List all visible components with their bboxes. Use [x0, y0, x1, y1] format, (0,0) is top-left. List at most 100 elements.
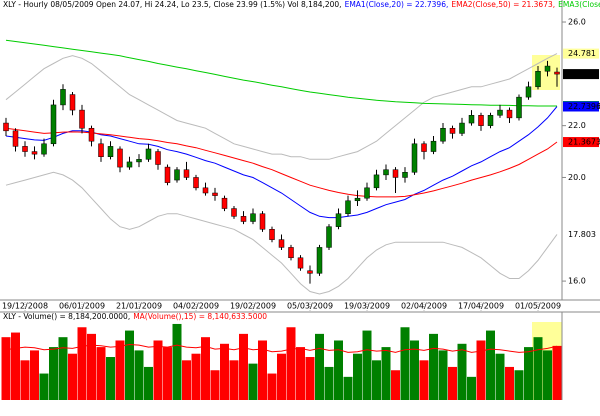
- candle-body: [373, 174, 380, 189]
- candle-body: [31, 151, 38, 155]
- candle-body: [221, 197, 228, 209]
- y-tick-label: 22.0: [568, 121, 586, 130]
- candle-body: [468, 115, 475, 124]
- volume-bar: [163, 347, 172, 400]
- x-tick-label: 01/05/2009: [515, 302, 561, 311]
- volume-bar: [334, 340, 343, 400]
- volume-bar: [343, 376, 353, 400]
- volume-bar: [362, 330, 372, 400]
- candle-body: [392, 169, 399, 178]
- x-tick-label: 05/03/2009: [287, 302, 333, 311]
- volume-bar: [182, 360, 191, 400]
- volume-bar: [191, 353, 201, 400]
- legend-entry: EMA3(Close,200) = 22.7579: [558, 0, 600, 9]
- volume-ma-line: [5, 343, 558, 353]
- ema-line: [5, 127, 558, 198]
- price-label: 21.3673: [568, 138, 600, 147]
- price-label: 24.781: [568, 49, 596, 58]
- price-panel: XLY - Hourly 08/05/2009 Open 24.07, Hi 2…: [2, 0, 600, 312]
- x-tick-label: 17/04/2009: [458, 302, 504, 311]
- price-label: 22.7396: [568, 102, 600, 111]
- volume-bar: [533, 337, 543, 400]
- volume-bar: [134, 350, 144, 400]
- candle-body: [335, 213, 342, 227]
- candle-body: [79, 109, 85, 129]
- candle-body: [288, 247, 294, 259]
- candle-body: [3, 122, 9, 132]
- volume-bar: [106, 357, 115, 400]
- bollinger-band: [5, 171, 558, 295]
- candle-body: [202, 187, 209, 194]
- candle-body: [174, 169, 180, 181]
- volume-bar: [457, 343, 467, 400]
- volume-bar: [96, 347, 106, 400]
- candle-body: [354, 197, 361, 202]
- volume-bar: [543, 350, 552, 400]
- volume-bar: [172, 323, 182, 400]
- volume-bar: [486, 330, 495, 400]
- volume-bar: [296, 347, 305, 400]
- candle-body: [269, 229, 275, 240]
- volume-bar: [353, 353, 362, 400]
- price-label: 23.99: [568, 70, 591, 79]
- volume-bar: [381, 347, 391, 400]
- candle-body: [421, 143, 427, 152]
- legend-entry: EMA1(Close,20) = 22.7396,: [345, 0, 449, 9]
- candle-body: [117, 148, 123, 168]
- header: XLY - Volume() = 8,184,200.0000, MA(Volum…: [3, 312, 267, 321]
- x-tick-label: 06/01/2009: [59, 302, 105, 311]
- volume-bar: [11, 332, 20, 400]
- candle-body: [364, 187, 370, 199]
- x-tick-label: 04/02/2009: [173, 302, 219, 311]
- volume-bar: [467, 376, 476, 400]
- price-label-box: [563, 69, 599, 80]
- header-title: XLY - Volume() = 8,184,200.0000,: [3, 312, 130, 321]
- volume-bar: [144, 366, 153, 400]
- candle-body: [383, 169, 389, 176]
- candle-body: [535, 70, 541, 88]
- candle-body: [107, 146, 114, 157]
- candle-body: [487, 115, 494, 126]
- candle-body: [449, 127, 456, 134]
- candle-body: [69, 94, 76, 111]
- volume-bar: [201, 337, 210, 400]
- volume-bar: [410, 340, 419, 400]
- volume-bar: [68, 353, 77, 400]
- volume-bar: [552, 345, 562, 400]
- volume-bar: [514, 370, 524, 400]
- candle-body: [516, 96, 522, 119]
- candle-body: [193, 177, 199, 189]
- candle-body: [136, 159, 142, 163]
- candle-body: [250, 213, 256, 222]
- candle-body: [297, 257, 304, 269]
- volume-bar: [448, 366, 457, 400]
- volume-bar: [419, 360, 429, 400]
- volume-bar: [429, 333, 438, 400]
- volume-bar: [391, 370, 400, 400]
- candle-body: [316, 247, 323, 274]
- header-title: XLY - Hourly 08/05/2009 Open 24.07, Hi 2…: [3, 0, 342, 9]
- volume-bar: [30, 350, 39, 400]
- volume-bar: [476, 340, 486, 400]
- candle-body: [98, 143, 104, 157]
- candle-body: [326, 226, 332, 248]
- price-label-box: [563, 229, 599, 240]
- candle-body: [440, 127, 446, 142]
- x-tick-label: 19/02/2009: [230, 302, 276, 311]
- candle-body: [155, 151, 161, 165]
- candle-body: [183, 169, 190, 178]
- candle-body: [402, 172, 408, 178]
- candle-body: [164, 166, 171, 183]
- candle-body: [240, 216, 247, 222]
- volume-bar: [372, 360, 381, 400]
- candle-body: [126, 161, 133, 168]
- candle-body: [60, 89, 66, 106]
- volume-bar: [524, 347, 533, 400]
- x-tick-label: 19/12/2008: [2, 302, 48, 311]
- volume-bar: [315, 333, 324, 400]
- candle-body: [307, 270, 313, 274]
- x-tick-label: 21/01/2009: [116, 302, 162, 311]
- x-tick-label: 19/03/2009: [344, 302, 390, 311]
- volume-bar: [1, 337, 11, 400]
